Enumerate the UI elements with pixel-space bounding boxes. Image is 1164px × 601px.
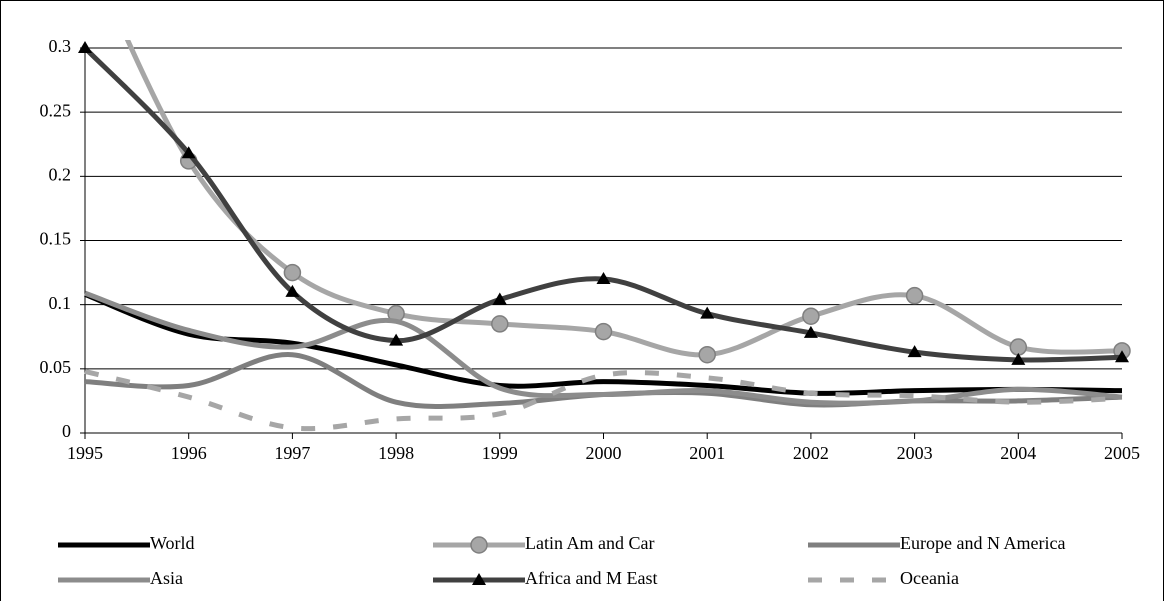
y-tick-label: 0.3 [49, 36, 72, 56]
x-tick-label: 2000 [586, 443, 622, 463]
marker [1011, 352, 1026, 365]
x-tick-label: 1996 [171, 443, 207, 463]
marker [285, 284, 300, 297]
marker [698, 345, 716, 364]
legend-label: Latin Am and Car [525, 533, 654, 553]
legend-label: World [150, 533, 195, 553]
plot-area [78, 40, 1131, 432]
y-tick-label: 0.15 [40, 229, 72, 249]
marker [802, 307, 820, 325]
y-tick-label: 0 [62, 421, 71, 441]
series-line [124, 40, 1123, 358]
x-tick-label: 2001 [689, 443, 725, 463]
marker [492, 292, 507, 305]
marker [803, 325, 818, 338]
marker [491, 315, 509, 333]
series-line [84, 290, 1123, 406]
series-line [83, 46, 1123, 363]
x-tick-label: 1995 [67, 443, 103, 463]
legend-label: Asia [150, 568, 183, 588]
series-line [84, 292, 1123, 396]
legend-label: Oceania [900, 568, 959, 588]
x-tick-label: 2005 [1104, 443, 1140, 463]
marker [1009, 338, 1028, 356]
x-tick-label: 2004 [1000, 443, 1036, 463]
legend: World Latin Am and Car Europe and N Americ… [58, 533, 1065, 588]
x-tick-label: 2002 [793, 443, 829, 463]
marker [905, 286, 924, 305]
x-tick-label: 1998 [378, 443, 414, 463]
x-tick-label: 1999 [482, 443, 518, 463]
marker [596, 272, 611, 284]
x-tick-label: 1997 [274, 443, 310, 463]
y-tick-label: 0.1 [49, 293, 72, 313]
marker [472, 573, 486, 585]
y-tick-label: 0.25 [40, 100, 72, 120]
marker [700, 306, 715, 319]
marker [78, 41, 92, 53]
legend-label: Africa and M East [525, 568, 657, 588]
marker [594, 322, 613, 341]
marker [389, 333, 404, 346]
x-tick-label: 2003 [897, 443, 933, 463]
marker [181, 146, 196, 159]
y-tick-label: 0.2 [49, 164, 72, 184]
marker [1115, 350, 1129, 363]
y-tick-label: 0.05 [40, 357, 72, 377]
marker [907, 345, 922, 358]
marker [470, 536, 488, 554]
marker [283, 263, 302, 282]
legend-label: Europe and N America [900, 533, 1065, 553]
grid: 0 0.05 0.1 0.15 0.2 0.25 0.3 1995 1996 1997 1998 19… [40, 36, 1141, 463]
